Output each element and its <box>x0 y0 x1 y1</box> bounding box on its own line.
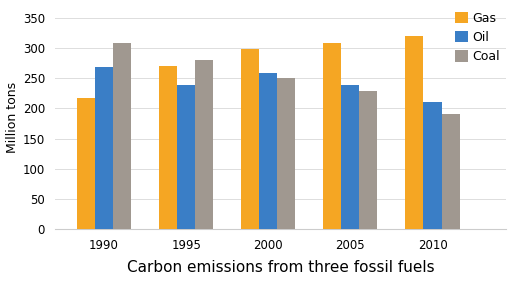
Bar <box>95 67 113 229</box>
Bar <box>323 43 342 229</box>
Bar <box>441 114 460 229</box>
Bar <box>359 91 377 229</box>
Bar <box>423 102 441 229</box>
Bar <box>177 85 195 229</box>
Bar <box>342 85 359 229</box>
Bar <box>406 36 423 229</box>
Bar <box>159 66 177 229</box>
Bar <box>77 98 95 229</box>
Bar <box>241 49 259 229</box>
Bar <box>195 60 213 229</box>
Y-axis label: Million tons: Million tons <box>6 82 18 153</box>
X-axis label: Carbon emissions from three fossil fuels: Carbon emissions from three fossil fuels <box>127 260 434 275</box>
Bar <box>259 73 278 229</box>
Legend: Gas, Oil, Coal: Gas, Oil, Coal <box>455 12 500 63</box>
Bar <box>278 78 295 229</box>
Bar <box>113 43 131 229</box>
